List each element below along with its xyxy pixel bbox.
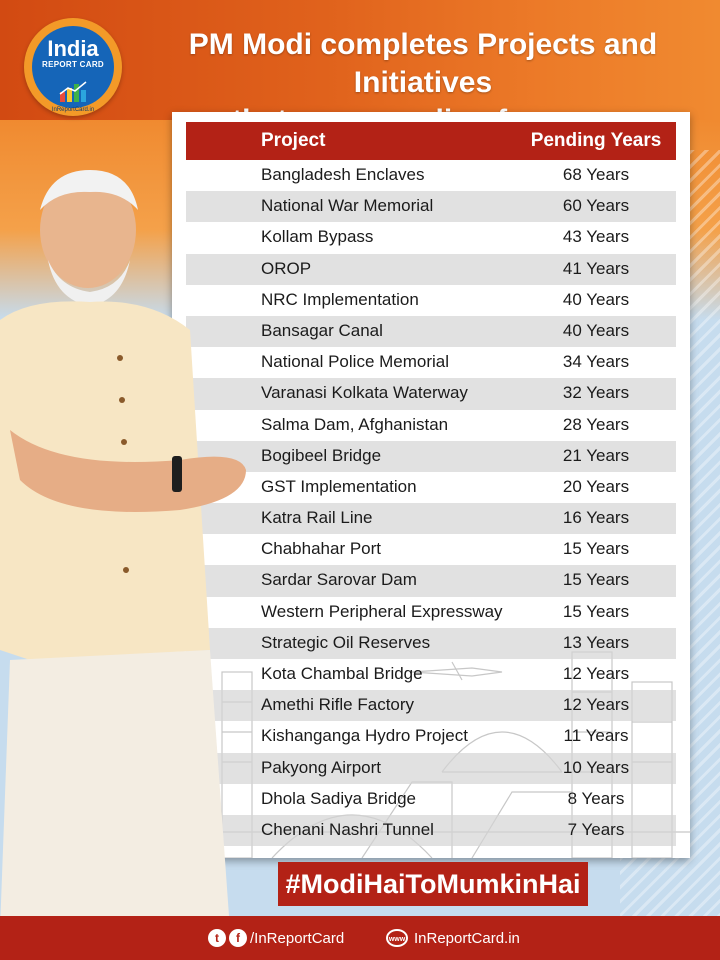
table-row: Western Peripheral Expressway 15 Years [186, 597, 676, 628]
project-name: Bangladesh Enclaves [261, 165, 425, 184]
pending-years: 20 Years [562, 476, 630, 496]
twitter-icon[interactable]: t [208, 929, 226, 947]
project-name: Strategic Oil Reserves [261, 632, 431, 652]
project-name: Kollam Bypass [261, 227, 374, 247]
facebook-icon[interactable]: f [229, 929, 247, 947]
table-row: Sardar Sarovar Dam 15 Years [186, 565, 676, 597]
project-name: Chenani Nashri Tunnel [261, 819, 434, 839]
pending-years: 11 Years [563, 726, 629, 746]
table-row: Salma Dam, Afghanistan 28 Years [186, 410, 676, 441]
footer: t f /InReportCard www InReportCard.in [0, 916, 720, 960]
headline-line-1: PM Modi completes Projects and Initiativ… [188, 28, 658, 99]
pending-years: 15 Years [562, 601, 630, 621]
project-name: National War Memorial [261, 196, 434, 216]
logo: India REPORT CARD InReportCard.in [24, 18, 122, 116]
table-row: Chenani Nashri Tunnel 7 Years [186, 814, 676, 847]
website-link[interactable]: www InReportCard.in [386, 928, 520, 948]
project-name: Pakyong Airport [261, 757, 382, 777]
table-row: Kollam Bypass 43 Years [186, 222, 676, 253]
table-row: Bogibeel Bridge 21 Years [186, 440, 676, 472]
project-name: Kishanganga Hydro Project [261, 726, 468, 746]
table-row: Katra Rail Line 16 Years [186, 503, 676, 535]
header-project: Project [261, 130, 326, 151]
pending-years: 40 Years [562, 320, 630, 340]
table-header: Project Pending Years [186, 122, 676, 160]
project-name: Sardar Sarovar Dam [261, 570, 417, 590]
project-name: Bansagar Canal [261, 320, 383, 340]
bar-chart-icon [59, 81, 87, 102]
table-row: Chabhahar Port 15 Years [186, 534, 676, 565]
pending-years: 43 Years [562, 227, 630, 247]
pending-years: 40 Years [562, 289, 630, 309]
logo-url: InReportCard.in [51, 107, 95, 113]
project-name: Amethi Rifle Factory [261, 695, 415, 715]
table-row: GST Implementation 20 Years [186, 472, 676, 503]
pending-years: 15 Years [562, 539, 630, 559]
pending-years: 32 Years [562, 383, 630, 403]
project-name: Chabhahar Port [261, 539, 382, 559]
project-name: Dhola Sadiya Bridge [261, 788, 416, 808]
pending-years: 8 Years [567, 788, 625, 808]
project-name: Varanasi Kolkata Waterway [261, 383, 468, 403]
project-name: National Police Memorial [261, 352, 450, 372]
projects-table: Project Pending Years Bangladesh Enclave… [186, 122, 676, 847]
table-row: OROP 41 Years [186, 253, 676, 285]
table-row: Kishanganga Hydro Project 11 Years [186, 721, 676, 752]
table-row: Strategic Oil Reserves 13 Years [186, 627, 676, 659]
logo-subtitle: REPORT CARD [42, 60, 104, 69]
table-row: Bangladesh Enclaves 68 Years [186, 160, 676, 191]
table-row: Amethi Rifle Factory 12 Years [186, 690, 676, 722]
logo-badge: India REPORT CARD [32, 26, 114, 108]
project-name: Kota Chambal Bridge [261, 664, 423, 683]
pending-years: 12 Years [562, 695, 630, 715]
table-row: National War Memorial 60 Years [186, 191, 676, 223]
pending-years: 60 Years [562, 196, 630, 216]
project-name: Salma Dam, Afghanistan [261, 414, 449, 434]
header-pending-years: Pending Years [530, 130, 662, 151]
project-name: Katra Rail Line [261, 508, 373, 528]
pending-years: 13 Years [562, 632, 630, 652]
hashtag-banner: #ModiHaiToMumkinHai [278, 862, 588, 906]
table-row: Pakyong Airport 10 Years [186, 752, 676, 784]
table-row: Varanasi Kolkata Waterway 32 Years [186, 378, 676, 410]
pending-years: 21 Years [562, 445, 630, 465]
table-row: National Police Memorial 34 Years [186, 347, 676, 378]
pending-years: 16 Years [562, 508, 630, 528]
logo-word: India [47, 36, 99, 61]
project-name: GST Implementation [261, 476, 417, 496]
pending-years: 41 Years [562, 258, 630, 278]
website-url[interactable]: InReportCard.in [414, 929, 520, 947]
table-row: Dhola Sadiya Bridge 8 Years [186, 784, 676, 815]
pending-years: 28 Years [562, 414, 630, 434]
pending-years: 12 Years [562, 664, 630, 683]
pending-years: 34 Years [562, 352, 630, 372]
project-name: Bogibeel Bridge [261, 445, 382, 465]
table-row: Bansagar Canal 40 Years [186, 315, 676, 348]
www-globe-icon: www [386, 929, 408, 947]
project-name: OROP [261, 258, 312, 278]
social-handle[interactable]: /InReportCard [250, 929, 345, 947]
pending-years: 7 Years [567, 819, 625, 839]
pending-years: 68 Years [562, 165, 630, 184]
table-card: Project Pending Years Bangladesh Enclave… [172, 112, 690, 858]
person-illustration [0, 170, 246, 930]
table-row: NRC Implementation 40 Years [186, 285, 676, 316]
project-name: Western Peripheral Expressway [261, 601, 503, 621]
table-row: Kota Chambal Bridge 12 Years [186, 659, 676, 690]
social-links[interactable]: t f /InReportCard [208, 928, 344, 948]
project-name: NRC Implementation [261, 289, 419, 309]
pending-years: 15 Years [562, 570, 630, 590]
table-body: Bangladesh Enclaves 68 Years National War … [186, 160, 676, 847]
pending-years: 10 Years [562, 757, 630, 777]
